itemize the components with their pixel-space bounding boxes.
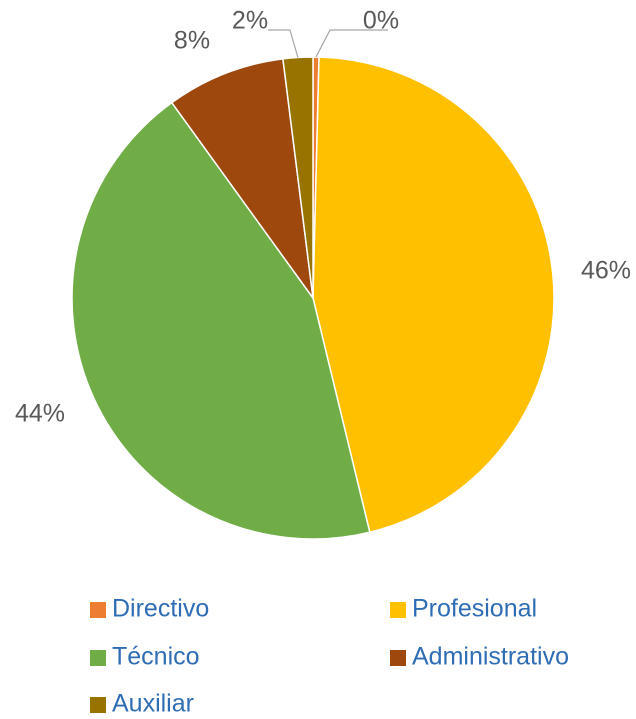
legend-label: Auxiliar bbox=[112, 690, 194, 718]
pie-slice bbox=[170, 58, 314, 299]
legend-label: Directivo bbox=[112, 595, 209, 623]
data-label: 2% bbox=[232, 7, 268, 35]
data-label: 8% bbox=[174, 27, 210, 55]
legend-label: Profesional bbox=[412, 595, 537, 623]
data-label: 44% bbox=[15, 400, 65, 428]
legend-swatch bbox=[90, 650, 106, 666]
pie-slice bbox=[71, 101, 371, 540]
legend-label: Técnico bbox=[112, 643, 200, 671]
legend-swatch bbox=[390, 650, 406, 666]
leader-line bbox=[315, 29, 388, 58]
legend-swatch bbox=[90, 697, 106, 713]
data-label: 0% bbox=[363, 7, 399, 35]
legend-swatch bbox=[90, 602, 106, 618]
pie-slice bbox=[312, 56, 555, 534]
legend-label: Administrativo bbox=[412, 643, 569, 671]
legend-swatch bbox=[390, 602, 406, 618]
leader-line bbox=[268, 29, 299, 58]
data-label: 46% bbox=[581, 257, 631, 285]
